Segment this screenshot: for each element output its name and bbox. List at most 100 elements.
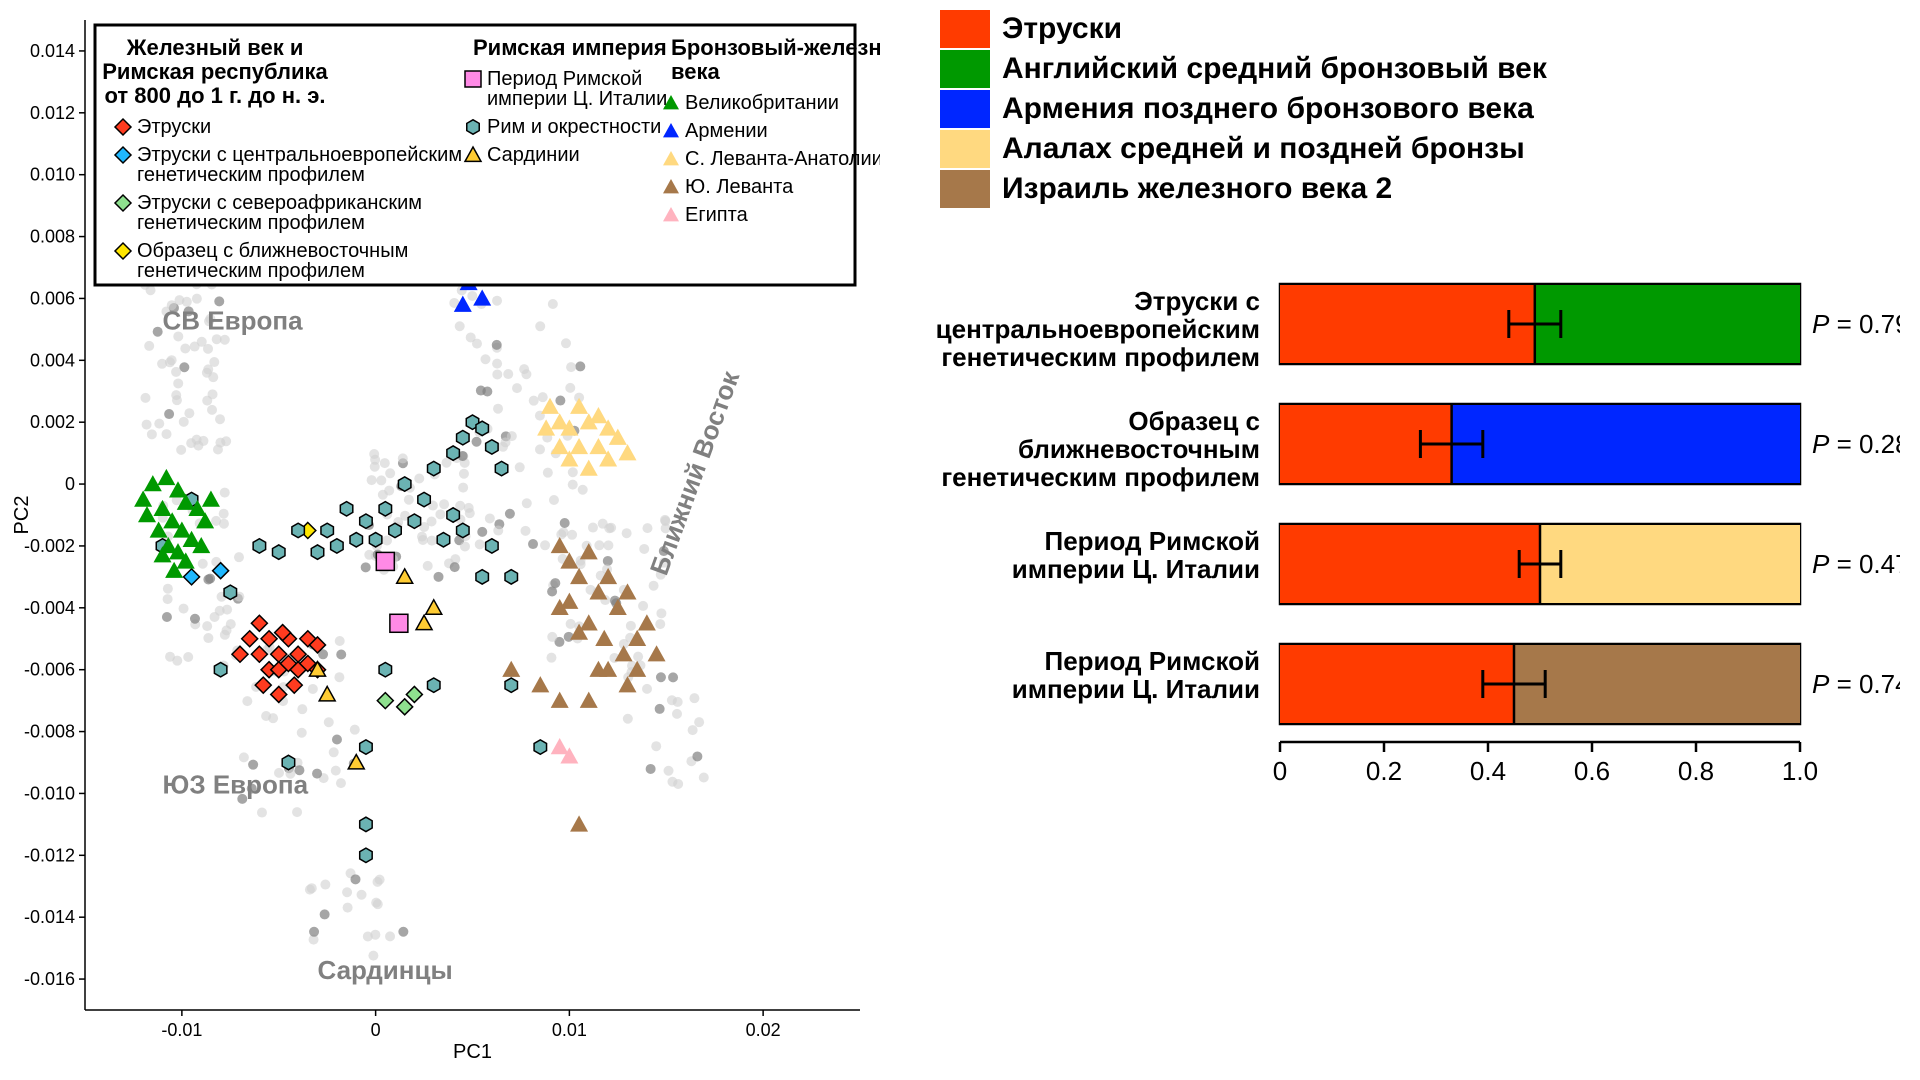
data-point [619, 444, 637, 460]
svg-text:0.002: 0.002 [30, 412, 75, 432]
legend-header: века [671, 59, 720, 84]
data-point [495, 461, 507, 475]
bars-area: Этруски сцентральноевропейскимгенетическ… [900, 238, 1900, 1070]
data-point [321, 523, 333, 537]
data-point [428, 461, 440, 475]
legend-label: Сардинии [487, 144, 580, 166]
bar-row-label: Период Римской [1045, 526, 1261, 556]
svg-text:-0.01: -0.01 [161, 1020, 202, 1040]
data-point [615, 645, 633, 661]
data-point [486, 539, 498, 553]
bar-legend-swatch [940, 170, 990, 208]
x-tick-label: 0.6 [1574, 756, 1610, 786]
bar-row-label: генетическим профилем [941, 342, 1260, 372]
data-point [360, 740, 372, 754]
region-label: ЮЗ Европа [163, 769, 309, 799]
bar-legend-label: Израиль железного века 2 [1002, 172, 1392, 206]
bar-row-label: империи Ц. Италии [1012, 674, 1260, 704]
svg-text:0.006: 0.006 [30, 288, 75, 308]
data-point [447, 508, 459, 522]
legend-header: Римская империя [473, 35, 667, 60]
data-point [253, 539, 265, 553]
data-point [157, 469, 175, 485]
region-label: СВ Европа [163, 305, 304, 335]
data-point [428, 678, 440, 692]
bar-row-label: генетическим профилем [941, 462, 1260, 492]
bar-legend-swatch [940, 10, 990, 48]
data-point [502, 661, 520, 677]
data-point [416, 615, 432, 629]
data-point [398, 477, 410, 491]
x-tick-label: 0.8 [1678, 756, 1714, 786]
bar-segment [1514, 645, 1800, 723]
svg-text:-0.002: -0.002 [24, 536, 75, 556]
legend-label: Этруски с центральноевропейским [137, 144, 462, 166]
data-point [426, 600, 442, 614]
data-point [202, 491, 220, 507]
p-value-label: P = 0.47 [1812, 549, 1900, 579]
data-point [379, 502, 391, 516]
data-point [331, 539, 343, 553]
bar-legend-label: Алалах средней и поздней бронзы [1002, 132, 1525, 166]
data-point [150, 521, 168, 537]
data-point [534, 740, 546, 754]
bar-segment [1540, 525, 1800, 603]
legend-marker [465, 71, 481, 87]
svg-text:-0.012: -0.012 [24, 845, 75, 865]
svg-text:0.02: 0.02 [746, 1020, 781, 1040]
data-point [589, 407, 607, 423]
data-point [505, 570, 517, 584]
data-point [551, 537, 569, 553]
data-point [397, 699, 413, 715]
svg-text:0: 0 [371, 1020, 381, 1040]
p-value-label: P = 0.79 [1812, 309, 1900, 339]
bar-legend-item: Этруски [940, 10, 1900, 48]
svg-text:0.008: 0.008 [30, 227, 75, 247]
pca-scatter-svg: -0.016-0.014-0.012-0.010-0.008-0.006-0.0… [10, 10, 880, 1070]
svg-text:0.014: 0.014 [30, 41, 75, 61]
svg-text:-0.014: -0.014 [24, 907, 75, 927]
x-tick-label: 1.0 [1782, 756, 1818, 786]
p-value-label: P = 0.28 [1812, 429, 1900, 459]
data-point [486, 440, 498, 454]
legend-label: Армении [685, 120, 768, 142]
legend-label: генетическим профилем [137, 260, 365, 282]
svg-text:-0.016: -0.016 [24, 969, 75, 989]
legend-label: Египта [685, 204, 749, 226]
data-point [406, 686, 422, 702]
bar-row-label: Этруски с [1134, 286, 1260, 316]
svg-text:0.004: 0.004 [30, 350, 75, 370]
pca-scatter-panel: -0.016-0.014-0.012-0.010-0.008-0.006-0.0… [10, 10, 880, 1070]
bar-legend-swatch [940, 90, 990, 128]
data-point [397, 569, 413, 583]
data-point [505, 678, 517, 692]
p-value-label: P = 0.74 [1812, 669, 1900, 699]
data-point [476, 570, 488, 584]
svg-text:0: 0 [65, 474, 75, 494]
bar-legend-label: Армения позднего бронзового века [1002, 92, 1534, 126]
legend-label: империи Ц. Италии [487, 88, 667, 110]
bar-segment [1280, 645, 1514, 723]
legend-header: Римская республика [102, 59, 328, 84]
x-tick-label: 0.2 [1366, 756, 1402, 786]
data-point [648, 645, 666, 661]
data-point [457, 523, 469, 537]
data-point [376, 552, 394, 570]
data-point [360, 514, 372, 528]
data-point [360, 817, 372, 831]
data-point [360, 848, 372, 862]
legend-label: генетическим профилем [137, 212, 365, 234]
bar-segment [1452, 405, 1800, 483]
region-label: Сардинцы [318, 955, 453, 985]
svg-text:-0.008: -0.008 [24, 722, 75, 742]
data-point [418, 492, 430, 506]
data-point [319, 686, 335, 700]
bar-row-label: империи Ц. Италии [1012, 554, 1260, 584]
data-point [224, 585, 236, 599]
data-point [134, 491, 152, 507]
data-point [447, 446, 459, 460]
data-point [595, 630, 613, 646]
bar-segment [1535, 285, 1800, 363]
data-point [580, 460, 598, 476]
data-point [589, 438, 607, 454]
